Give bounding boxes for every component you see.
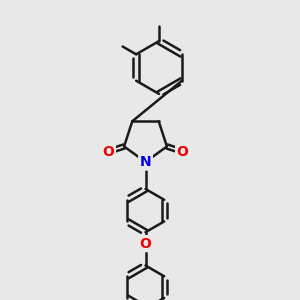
Text: N: N — [140, 155, 151, 169]
Text: O: O — [177, 145, 188, 159]
Text: O: O — [140, 237, 152, 250]
Text: O: O — [103, 145, 114, 159]
